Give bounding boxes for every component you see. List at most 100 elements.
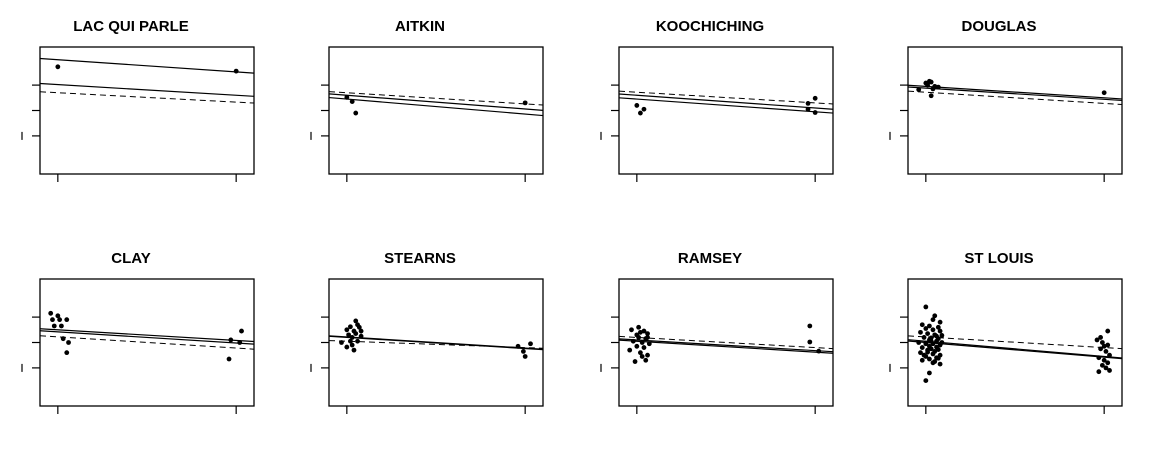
data-point	[930, 86, 936, 92]
data-point	[339, 340, 344, 345]
data-point	[344, 94, 350, 100]
fit-lines	[329, 91, 543, 117]
data-point	[636, 335, 642, 340]
data-point	[1099, 362, 1105, 368]
data-point	[48, 310, 54, 316]
data-point	[923, 341, 929, 347]
data-point	[1101, 357, 1107, 363]
panel-7: RAMSEY	[600, 250, 834, 414]
data-point	[50, 317, 55, 323]
data-point	[919, 322, 925, 328]
data-point	[634, 103, 640, 108]
fit-line-solid	[619, 97, 833, 114]
data-point	[935, 355, 941, 361]
data-point	[812, 95, 818, 101]
data-point	[645, 352, 650, 358]
data-point	[1094, 337, 1100, 343]
fit-lines	[329, 335, 543, 351]
fit-line-dashed	[619, 90, 833, 105]
plot-frame	[328, 46, 544, 175]
data-point	[353, 110, 359, 116]
panel-title: AITKIN	[395, 18, 445, 35]
data-point	[919, 345, 925, 350]
data-point	[630, 338, 636, 344]
data-point	[66, 340, 71, 345]
data-points	[55, 64, 239, 74]
data-point	[638, 350, 643, 356]
data-point	[918, 350, 923, 356]
data-point	[646, 341, 652, 347]
data-point	[346, 332, 352, 338]
data-point	[937, 319, 943, 325]
panel-3: KOOCHICHING	[600, 18, 834, 182]
fit-line-dashed	[908, 335, 1122, 350]
data-point	[57, 317, 63, 323]
plot-frame	[907, 46, 1123, 175]
data-point	[928, 338, 934, 344]
data-point	[645, 331, 650, 337]
data-point	[939, 340, 945, 345]
fit-line-solid	[40, 82, 254, 97]
data-point	[645, 335, 650, 340]
data-point	[522, 100, 528, 106]
data-point	[358, 333, 364, 339]
data-point	[921, 352, 927, 358]
data-point	[1103, 365, 1109, 371]
data-point	[233, 68, 239, 74]
data-point	[1096, 369, 1102, 375]
data-point	[348, 324, 353, 330]
data-point	[928, 79, 934, 85]
data-point	[641, 106, 647, 112]
panel-5: CLAY	[21, 250, 255, 414]
data-point	[807, 339, 813, 345]
fit-line-solid	[908, 86, 1122, 102]
fit-line-dashed	[908, 90, 1122, 106]
data-point	[935, 347, 941, 353]
data-point	[351, 347, 357, 353]
data-point	[1099, 340, 1105, 345]
data-point	[916, 87, 922, 93]
data-point	[355, 338, 360, 344]
fit-lines	[619, 90, 833, 114]
data-point	[64, 317, 70, 323]
data-point	[59, 323, 64, 329]
panel-2: AITKIN	[310, 18, 544, 182]
data-point	[927, 356, 932, 362]
data-point	[228, 337, 234, 343]
fit-line-dashed	[329, 91, 543, 106]
fit-line-solid	[329, 335, 543, 351]
data-point	[805, 100, 811, 106]
fit-lines	[908, 84, 1122, 106]
data-points	[339, 318, 533, 359]
data-point	[344, 327, 350, 333]
data-point	[349, 335, 355, 340]
data-point	[927, 370, 932, 376]
data-point	[520, 348, 526, 354]
data-point	[528, 341, 533, 347]
fit-line-solid	[619, 338, 833, 353]
data-point	[348, 338, 353, 344]
panel-title: LAC QUI PARLE	[73, 18, 189, 35]
panel-6: STEARNS	[310, 250, 544, 414]
fit-line-solid	[619, 339, 833, 354]
data-point	[634, 343, 640, 349]
data-point	[1101, 343, 1107, 349]
data-point	[930, 360, 936, 366]
data-point	[805, 106, 811, 112]
data-points	[634, 95, 818, 116]
data-point	[925, 82, 931, 88]
fit-line-solid	[40, 328, 254, 343]
data-point	[1105, 328, 1111, 334]
fit-lines	[619, 335, 833, 354]
data-point	[349, 99, 355, 105]
data-point	[349, 342, 355, 348]
data-point	[639, 340, 645, 345]
panel-title: DOUGLAS	[962, 18, 1037, 35]
data-point	[638, 110, 643, 116]
data-point	[639, 354, 645, 359]
fit-lines	[40, 328, 254, 350]
fit-line-dashed	[329, 340, 543, 349]
data-point	[927, 323, 932, 329]
panel-title: CLAY	[111, 250, 150, 267]
